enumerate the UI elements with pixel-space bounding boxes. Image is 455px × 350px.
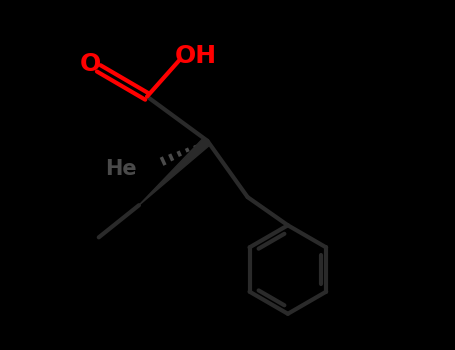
Text: OH: OH xyxy=(174,43,217,68)
Text: He: He xyxy=(106,159,137,179)
Polygon shape xyxy=(139,137,211,205)
Text: O: O xyxy=(79,52,101,76)
